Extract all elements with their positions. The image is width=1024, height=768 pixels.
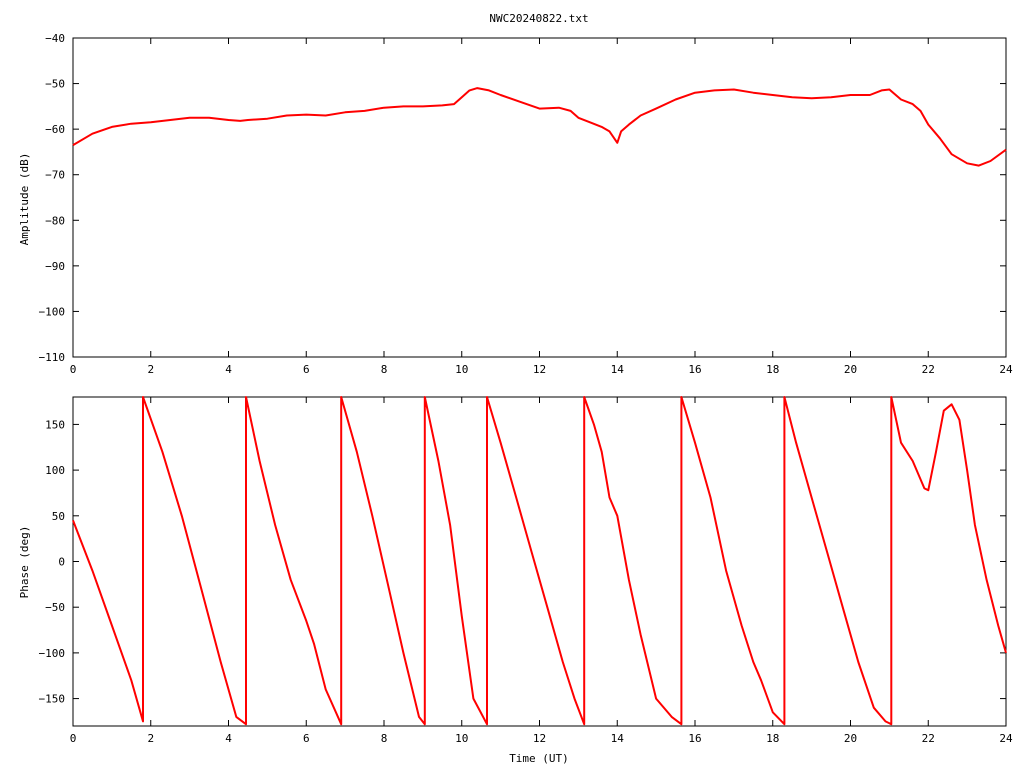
- phase-xtick-label: 2: [147, 732, 154, 745]
- amplitude-xtick-label: 14: [611, 363, 625, 376]
- amplitude-panel: 0 2 4 6 8 10 12 14 16 18 20 22 24−110−100−90−80−70−6…: [39, 32, 1013, 376]
- phase-xtick-label: 10: [455, 732, 468, 745]
- amplitude-xtick-label: 10: [455, 363, 468, 376]
- amplitude-xtick-label: 22: [922, 363, 935, 376]
- phase-xtick-label: 24: [999, 732, 1013, 745]
- amplitude-xtick-label: 24: [999, 363, 1013, 376]
- amplitude-xtick-label: 6: [303, 363, 310, 376]
- chart-title: NWC20240822.txt: [489, 12, 588, 25]
- phase-panel: 0 2 4 6 8 10 12 14 16 18 20 22 24−150−100−5005010015…: [39, 396, 1013, 745]
- amplitude-ytick-label: −80: [45, 214, 65, 227]
- phase-ytick-label: 0: [58, 556, 65, 569]
- amplitude-ytick-label: −70: [45, 169, 65, 182]
- amplitude-xtick-label: 18: [766, 363, 779, 376]
- phase-xtick-label: 0: [70, 732, 77, 745]
- amplitude-xtick-label: 4: [225, 363, 232, 376]
- amplitude-ylabel: Amplitude (dB): [18, 153, 31, 246]
- amplitude-xtick-label: 8: [381, 363, 388, 376]
- phase-ylabel: Phase (deg): [18, 526, 31, 599]
- phase-ytick-label: −100: [39, 647, 66, 660]
- amplitude-ytick-label: −40: [45, 32, 65, 45]
- phase-ytick-label: −50: [45, 601, 65, 614]
- phase-xtick-label: 14: [611, 732, 625, 745]
- phase-xtick-label: 8: [381, 732, 388, 745]
- amplitude-xtick-label: 16: [688, 363, 701, 376]
- amplitude-xtick-label: 2: [147, 363, 154, 376]
- amplitude-ytick-label: −50: [45, 78, 65, 91]
- phase-xtick-label: 4: [225, 732, 232, 745]
- time-xlabel: Time (UT): [509, 752, 569, 765]
- phase-ytick-label: 100: [45, 464, 65, 477]
- phase-xtick-label: 16: [688, 732, 701, 745]
- phase-frame: [72, 396, 1007, 727]
- amplitude-ytick-label: −60: [45, 123, 65, 136]
- amplitude-ytick-label: −90: [45, 260, 65, 273]
- amplitude-xtick-label: 0: [70, 363, 77, 376]
- phase-xtick-label: 18: [766, 732, 779, 745]
- amplitude-ytick-label: −100: [39, 305, 66, 318]
- phase-xtick-label: 12: [533, 732, 546, 745]
- phase-ytick-label: −150: [39, 693, 66, 706]
- phase-series-line: [72, 396, 1007, 726]
- phase-xtick-label: 22: [922, 732, 935, 745]
- phase-xtick-label: 6: [303, 732, 310, 745]
- amplitude-frame: [72, 37, 1007, 358]
- phase-xtick-label: 20: [844, 732, 857, 745]
- amplitude-ytick-label: −110: [39, 351, 66, 364]
- amplitude-xtick-label: 12: [533, 363, 546, 376]
- phase-ytick-label: 150: [45, 418, 65, 431]
- amplitude-series-line: [72, 87, 1007, 167]
- phase-ytick-label: 50: [52, 510, 65, 523]
- amplitude-xtick-label: 20: [844, 363, 857, 376]
